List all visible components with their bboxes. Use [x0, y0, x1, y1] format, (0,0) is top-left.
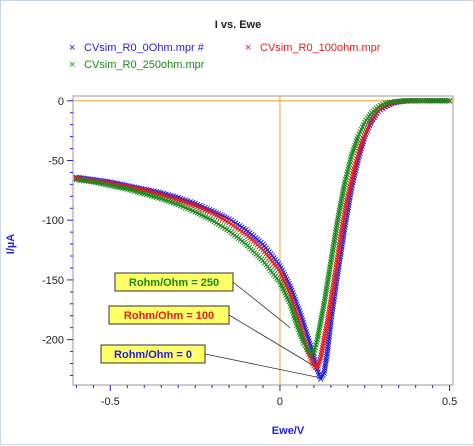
- data-point: [446, 98, 453, 104]
- legend: × CVsim_R0_0Ohm.mpr # × CVsim_R0_100ohm.mpr…: [69, 42, 381, 71]
- legend-marker: ×: [245, 42, 251, 54]
- x-axis-label: Ewe/V: [272, 425, 305, 437]
- legend-label: CVsim_R0_100ohm.mpr: [260, 42, 381, 54]
- annotation-1: Rohm/Ohm = 100: [108, 305, 315, 367]
- legend-marker: ×: [69, 59, 75, 71]
- annotation-label: Rohm/Ohm = 250: [129, 277, 219, 289]
- x-tick-label: 0.5: [442, 396, 457, 408]
- legend-label: CVsim_R0_250ohm.mpr: [84, 59, 205, 71]
- y-tick-label: 0: [58, 96, 64, 108]
- data-point: [434, 98, 441, 104]
- annotation-leader-line: [204, 353, 321, 379]
- x-tick-label: 0: [277, 396, 283, 408]
- y-tick-label: -150: [42, 275, 64, 287]
- data-point: [429, 98, 436, 104]
- annotation-box: [100, 344, 206, 364]
- y-tick-label: -200: [42, 335, 64, 347]
- data-point: [419, 98, 426, 104]
- data-point: [441, 98, 448, 104]
- annotation-2: Rohm/Ohm = 0: [100, 344, 321, 379]
- annotation-leader-line: [232, 281, 291, 328]
- data-point: [436, 98, 443, 104]
- series-layer: [73, 98, 453, 382]
- annotation-layer: Rohm/Ohm = 250 Rohm/Ohm = 100 Rohm/Ohm = 0: [100, 272, 321, 379]
- annotation-box: [114, 272, 234, 292]
- data-point: [427, 98, 433, 104]
- chart-title: I vs. Ewe: [215, 19, 261, 31]
- data-point: [424, 98, 431, 104]
- annotation-label: Rohm/Ohm = 0: [114, 349, 192, 361]
- annotation-label: Rohm/Ohm = 100: [124, 310, 214, 322]
- series-2: [73, 98, 453, 357]
- data-point: [422, 98, 428, 104]
- legend-label: CVsim_R0_0Ohm.mpr #: [84, 42, 205, 54]
- data-point: [432, 98, 438, 104]
- legend-marker: ×: [69, 42, 75, 54]
- x-tick-label: -0.5: [101, 396, 120, 408]
- annotation-box: [108, 305, 230, 325]
- y-tick-label: -100: [42, 215, 64, 227]
- data-point: [444, 98, 450, 104]
- y-axis-label: I/µA: [5, 234, 17, 254]
- annotation-0: Rohm/Ohm = 250: [114, 272, 291, 328]
- annotation-leader-line: [228, 314, 315, 367]
- data-point: [439, 98, 445, 104]
- axes: 0 -50 -100 -150 -200 -0.5 0 0.5: [42, 96, 457, 408]
- y-tick-label: -50: [48, 155, 64, 167]
